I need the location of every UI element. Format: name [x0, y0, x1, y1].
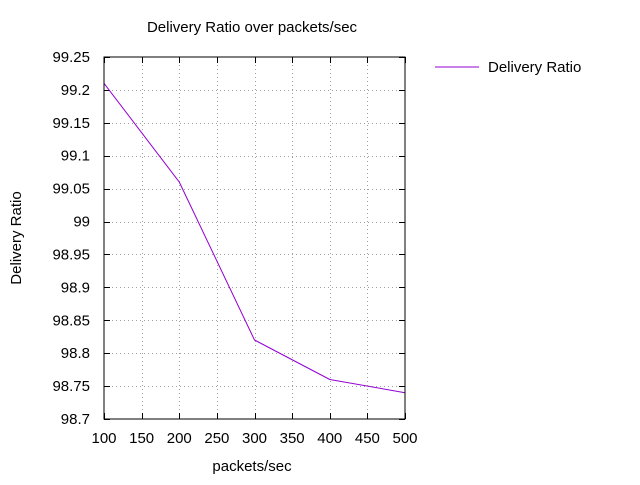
x-tick-labels: 100 150 200 250 300 350 400 450 500	[91, 430, 417, 447]
y-tick-label: 98.8	[61, 345, 90, 362]
y-tick-label: 99.05	[52, 181, 90, 198]
series-line-1	[103, 82, 406, 394]
series-layer	[103, 82, 406, 394]
y-tick-label: 98.85	[52, 312, 90, 329]
y-tick-label: 98.9	[61, 279, 90, 296]
y-tick-label: 99.15	[52, 115, 90, 132]
axis-ticks	[104, 57, 406, 420]
y-tick-label: 98.95	[52, 246, 90, 263]
grid-lines	[104, 57, 405, 419]
x-tick-label: 300	[242, 430, 267, 447]
x-tick-label: 400	[317, 430, 342, 447]
x-tick-label: 150	[129, 430, 154, 447]
chart-title: Delivery Ratio over packets/sec	[147, 19, 358, 36]
y-tick-label: 99.25	[52, 49, 90, 66]
plot-border	[103, 56, 406, 420]
legend: Delivery Ratio	[435, 59, 581, 76]
x-tick-label: 450	[355, 430, 380, 447]
y-tick-labels: 98.7 98.75 98.8 98.85 98.9 98.95 99 99.05 99.1 99…	[52, 49, 90, 428]
y-axis-label: Delivery Ratio	[8, 191, 25, 284]
y-tick-label: 98.7	[61, 411, 90, 428]
y-tick-label: 99.2	[61, 82, 90, 99]
x-axis-label: packets/sec	[212, 458, 292, 475]
x-tick-label: 350	[280, 430, 305, 447]
x-tick-label: 500	[392, 430, 417, 447]
y-tick-label: 99	[73, 214, 90, 231]
y-tick-label: 99.1	[61, 148, 90, 165]
x-tick-label: 100	[91, 430, 116, 447]
x-tick-label: 250	[204, 430, 229, 447]
x-tick-label: 200	[167, 430, 192, 447]
y-tick-label: 98.75	[52, 378, 90, 395]
legend-label: Delivery Ratio	[488, 59, 581, 76]
